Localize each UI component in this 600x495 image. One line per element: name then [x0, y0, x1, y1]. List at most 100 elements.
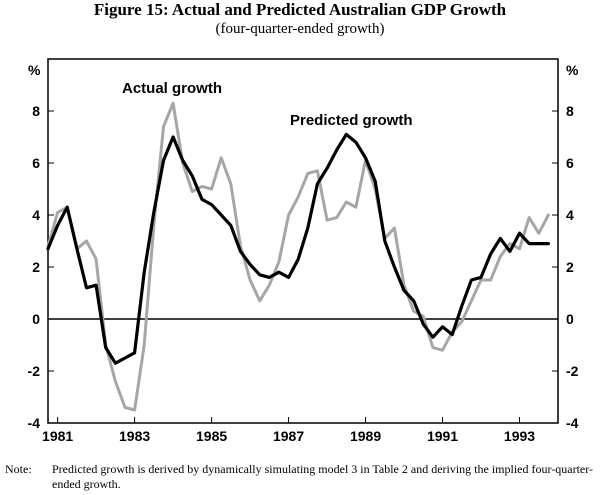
chart-title: Figure 15: Actual and Predicted Australi… — [93, 0, 507, 19]
data-point-actual-growth — [258, 300, 261, 302]
data-point-predicted-growth — [460, 305, 463, 307]
data-point-predicted-growth — [345, 133, 348, 136]
y-tick-label-left: 8 — [32, 103, 40, 119]
data-point-predicted-growth — [489, 253, 492, 255]
note-text: Predicted growth is derived by dynamical… — [52, 462, 593, 491]
data-point-actual-growth — [56, 211, 59, 214]
data-point-predicted-growth — [162, 159, 165, 162]
data-point-predicted-growth — [480, 276, 482, 279]
data-point-actual-growth — [162, 125, 165, 128]
data-point-predicted-growth — [114, 362, 117, 365]
data-point-predicted-growth — [528, 242, 530, 245]
data-point-actual-growth — [191, 190, 194, 193]
data-point-predicted-growth — [441, 326, 444, 328]
data-point-predicted-growth — [104, 346, 107, 349]
data-point-predicted-growth — [220, 214, 223, 216]
y-tick-label-left: 6 — [32, 155, 40, 171]
data-point-actual-growth — [287, 214, 290, 216]
y-axis-unit-right: % — [566, 62, 579, 78]
y-tick-label-right: 8 — [566, 103, 574, 119]
data-point-actual-growth — [432, 346, 434, 349]
data-point-actual-growth — [460, 320, 463, 323]
chart-subtitle: (four-quarter-ended growth) — [215, 21, 385, 37]
data-point-predicted-growth — [374, 180, 376, 182]
data-point-actual-growth — [547, 214, 550, 216]
annotation-actual-growth: Actual growth — [122, 80, 222, 97]
data-point-actual-growth — [268, 284, 271, 287]
y-tick-label-right: 0 — [566, 311, 574, 327]
data-point-actual-growth — [201, 185, 203, 188]
data-point-actual-growth — [220, 157, 223, 159]
data-point-actual-growth — [393, 227, 396, 229]
data-point-predicted-growth — [307, 227, 309, 229]
data-point-predicted-growth — [355, 141, 357, 143]
data-point-actual-growth — [422, 315, 425, 318]
y-tick-label-right: 2 — [566, 259, 574, 275]
data-point-actual-growth — [172, 102, 174, 104]
data-point-predicted-growth — [124, 357, 126, 359]
data-point-predicted-growth — [153, 211, 155, 214]
series-line-predicted-growth — [46, 132, 550, 365]
note-label: Note: — [5, 462, 32, 476]
data-point-actual-growth — [85, 240, 88, 242]
data-point-predicted-growth — [326, 167, 328, 169]
data-point-actual-growth — [355, 206, 357, 208]
data-point-predicted-growth — [133, 352, 136, 354]
y-tick-label-right: 4 — [566, 207, 574, 223]
data-point-predicted-growth — [268, 276, 271, 279]
data-point-predicted-growth — [470, 279, 473, 281]
data-point-predicted-growth — [316, 183, 319, 185]
data-point-actual-growth — [537, 232, 540, 234]
data-point-actual-growth — [509, 242, 511, 245]
data-point-predicted-growth — [393, 266, 396, 268]
x-tick-label: 1981 — [42, 428, 73, 444]
data-point-predicted-growth — [230, 224, 232, 227]
data-point-predicted-growth — [56, 224, 59, 227]
data-point-predicted-growth — [499, 237, 502, 240]
data-point-actual-growth — [528, 216, 530, 219]
data-point-actual-growth — [95, 258, 97, 261]
data-point-actual-growth — [114, 380, 117, 383]
x-tick-label: 1983 — [119, 428, 150, 444]
data-point-predicted-growth — [451, 333, 453, 336]
data-point-actual-growth — [124, 406, 126, 409]
x-tick-label: 1985 — [196, 428, 227, 444]
y-tick-label-right: -4 — [566, 415, 579, 431]
data-point-predicted-growth — [66, 206, 69, 208]
data-point-predicted-growth — [76, 248, 78, 250]
data-point-actual-growth — [278, 261, 280, 263]
data-point-predicted-growth — [509, 250, 511, 253]
data-point-predicted-growth — [364, 157, 367, 159]
data-point-actual-growth — [335, 216, 338, 219]
data-point-actual-growth — [470, 300, 473, 302]
data-point-predicted-growth — [297, 258, 299, 261]
data-point-predicted-growth — [287, 276, 290, 279]
x-tick-label: 1993 — [504, 428, 535, 444]
x-tick-label: 1989 — [350, 428, 381, 444]
data-point-predicted-growth — [181, 159, 184, 162]
y-tick-label-right: 6 — [566, 155, 574, 171]
data-point-actual-growth — [326, 219, 328, 221]
data-point-predicted-growth — [422, 323, 425, 326]
data-point-actual-growth — [143, 344, 146, 346]
data-point-predicted-growth — [258, 274, 261, 276]
y-tick-label-right: -2 — [566, 363, 579, 379]
data-point-predicted-growth — [239, 250, 242, 253]
y-tick-label-left: -2 — [28, 363, 41, 379]
data-point-actual-growth — [230, 183, 232, 185]
x-tick-label: 1987 — [273, 428, 304, 444]
data-point-predicted-growth — [172, 136, 174, 138]
data-point-predicted-growth — [403, 289, 405, 292]
data-point-actual-growth — [518, 248, 521, 250]
data-point-actual-growth — [412, 310, 415, 313]
data-point-predicted-growth — [547, 242, 550, 245]
data-point-predicted-growth — [432, 336, 434, 339]
x-tick-label: 1991 — [427, 428, 458, 444]
y-tick-label-left: 4 — [32, 207, 40, 223]
data-point-predicted-growth — [518, 232, 521, 234]
data-point-predicted-growth — [47, 248, 49, 250]
data-point-predicted-growth — [85, 287, 88, 289]
data-point-actual-growth — [307, 172, 309, 175]
data-point-predicted-growth — [143, 271, 146, 274]
